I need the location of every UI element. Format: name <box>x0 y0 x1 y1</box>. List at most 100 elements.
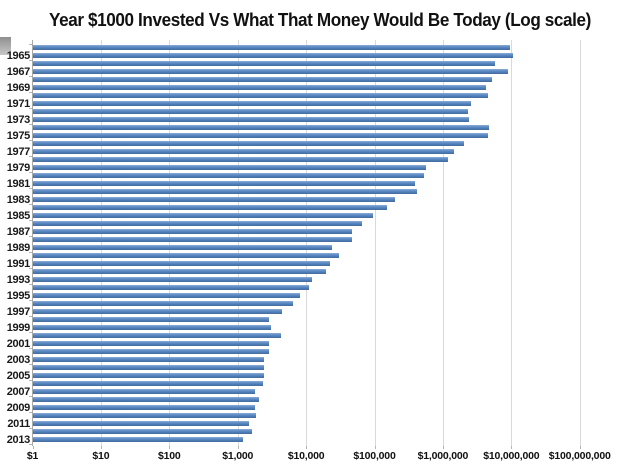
bar-1994 <box>32 285 309 290</box>
y-axis-label: 2007 <box>6 386 31 398</box>
x-axis-label: $100,000 <box>353 450 396 462</box>
y-axis-label: 1977 <box>6 146 31 158</box>
y-axis-tick <box>28 60 32 61</box>
y-axis-tick <box>28 300 32 301</box>
x-axis-label: $1 <box>26 450 39 462</box>
bar-1967 <box>32 69 509 74</box>
y-axis-tick <box>28 140 32 141</box>
x-axis-tick <box>32 446 34 449</box>
y-axis-label: 2011 <box>7 418 30 430</box>
y-axis-tick <box>28 220 32 221</box>
bar-1966 <box>32 61 495 66</box>
gridline-decade <box>374 40 376 446</box>
y-axis-label: 2009 <box>6 402 31 414</box>
x-axis-label: $1,000 <box>222 450 254 462</box>
y-axis-label: 1989 <box>6 242 31 254</box>
gridline-decade <box>306 40 308 446</box>
x-axis-tick <box>100 446 102 449</box>
y-axis-tick <box>28 172 32 173</box>
y-axis-tick <box>28 428 32 429</box>
bar-1975 <box>32 133 489 138</box>
y-axis-label: 1995 <box>6 290 31 302</box>
y-axis-label: 1991 <box>6 258 31 270</box>
chart-title: Year $1000 Invested Vs What That Money W… <box>49 10 591 30</box>
x-axis-label: $10 <box>92 450 110 462</box>
y-axis-label: 1997 <box>6 306 31 318</box>
bar-1988 <box>32 237 353 242</box>
bar-1997 <box>32 309 283 314</box>
bar-1981 <box>32 181 415 186</box>
y-axis-tick <box>28 364 32 365</box>
y-axis-tick <box>28 236 32 237</box>
bar-1968 <box>32 77 493 82</box>
x-axis-tick <box>374 446 376 449</box>
bar-1990 <box>32 253 340 258</box>
bar-1986 <box>32 221 363 226</box>
bar-2001 <box>32 341 270 346</box>
x-axis-tick <box>237 446 239 449</box>
bar-1992 <box>32 269 327 274</box>
bar-1977 <box>32 149 454 154</box>
y-axis-tick <box>28 252 32 253</box>
bar-2007 <box>32 389 255 394</box>
y-axis-tick <box>28 156 32 157</box>
bar-1979 <box>32 165 427 170</box>
bar-1964 <box>32 45 510 50</box>
bar-2006 <box>32 381 263 386</box>
x-axis-tick <box>306 446 308 449</box>
bar-2000 <box>32 333 281 338</box>
y-axis-label: 2003 <box>6 354 31 366</box>
y-axis-label: 1981 <box>6 178 31 190</box>
y-axis-line <box>31 40 33 446</box>
bar-1971 <box>32 101 472 106</box>
y-axis-label: 1971 <box>6 98 31 110</box>
bar-1993 <box>32 277 312 282</box>
y-axis-tick <box>28 284 32 285</box>
bar-2005 <box>32 373 264 378</box>
bar-1989 <box>32 245 332 250</box>
y-axis-label: 2005 <box>6 370 31 382</box>
bar-1973 <box>32 117 469 122</box>
bar-1976 <box>32 141 465 146</box>
bar-1982 <box>32 189 418 194</box>
bar-1987 <box>32 229 353 234</box>
y-axis-label: 2013 <box>6 434 31 446</box>
gridline-decade <box>169 40 171 446</box>
y-axis-label: 1985 <box>6 210 31 222</box>
y-axis-label: 1999 <box>6 322 31 334</box>
bar-1969 <box>32 85 487 90</box>
y-axis-tick <box>28 268 32 269</box>
bar-2003 <box>32 357 265 362</box>
x-axis-tick <box>579 446 581 449</box>
y-axis-label: 1987 <box>6 226 31 238</box>
bar-2012 <box>32 429 252 434</box>
gridline-decade <box>442 40 444 446</box>
y-axis-label: 1975 <box>6 130 31 142</box>
bar-2009 <box>32 405 255 410</box>
y-axis-tick <box>28 316 32 317</box>
bar-2010 <box>32 413 256 418</box>
y-axis-tick <box>28 108 32 109</box>
bar-1996 <box>32 301 294 306</box>
y-axis-tick <box>28 332 32 333</box>
y-axis-tick <box>28 348 32 349</box>
bar-1984 <box>32 205 387 210</box>
bar-1998 <box>32 317 270 322</box>
y-axis-label: 1967 <box>6 66 31 78</box>
y-axis-label: 1993 <box>6 274 31 286</box>
x-axis-label: $100,000,000 <box>548 450 611 462</box>
x-axis-label: $10,000 <box>287 450 325 462</box>
gridline-decade <box>237 40 239 446</box>
bar-1980 <box>32 173 424 178</box>
gridline-decade <box>511 40 513 446</box>
x-axis-tick <box>442 446 444 449</box>
y-axis-tick <box>28 92 32 93</box>
bar-1970 <box>32 93 489 98</box>
gridline-decade <box>579 40 581 446</box>
y-axis-tick <box>28 188 32 189</box>
bar-2011 <box>32 421 250 426</box>
bar-1974 <box>32 125 489 130</box>
x-axis-tick <box>511 446 513 449</box>
bar-1999 <box>32 325 272 330</box>
